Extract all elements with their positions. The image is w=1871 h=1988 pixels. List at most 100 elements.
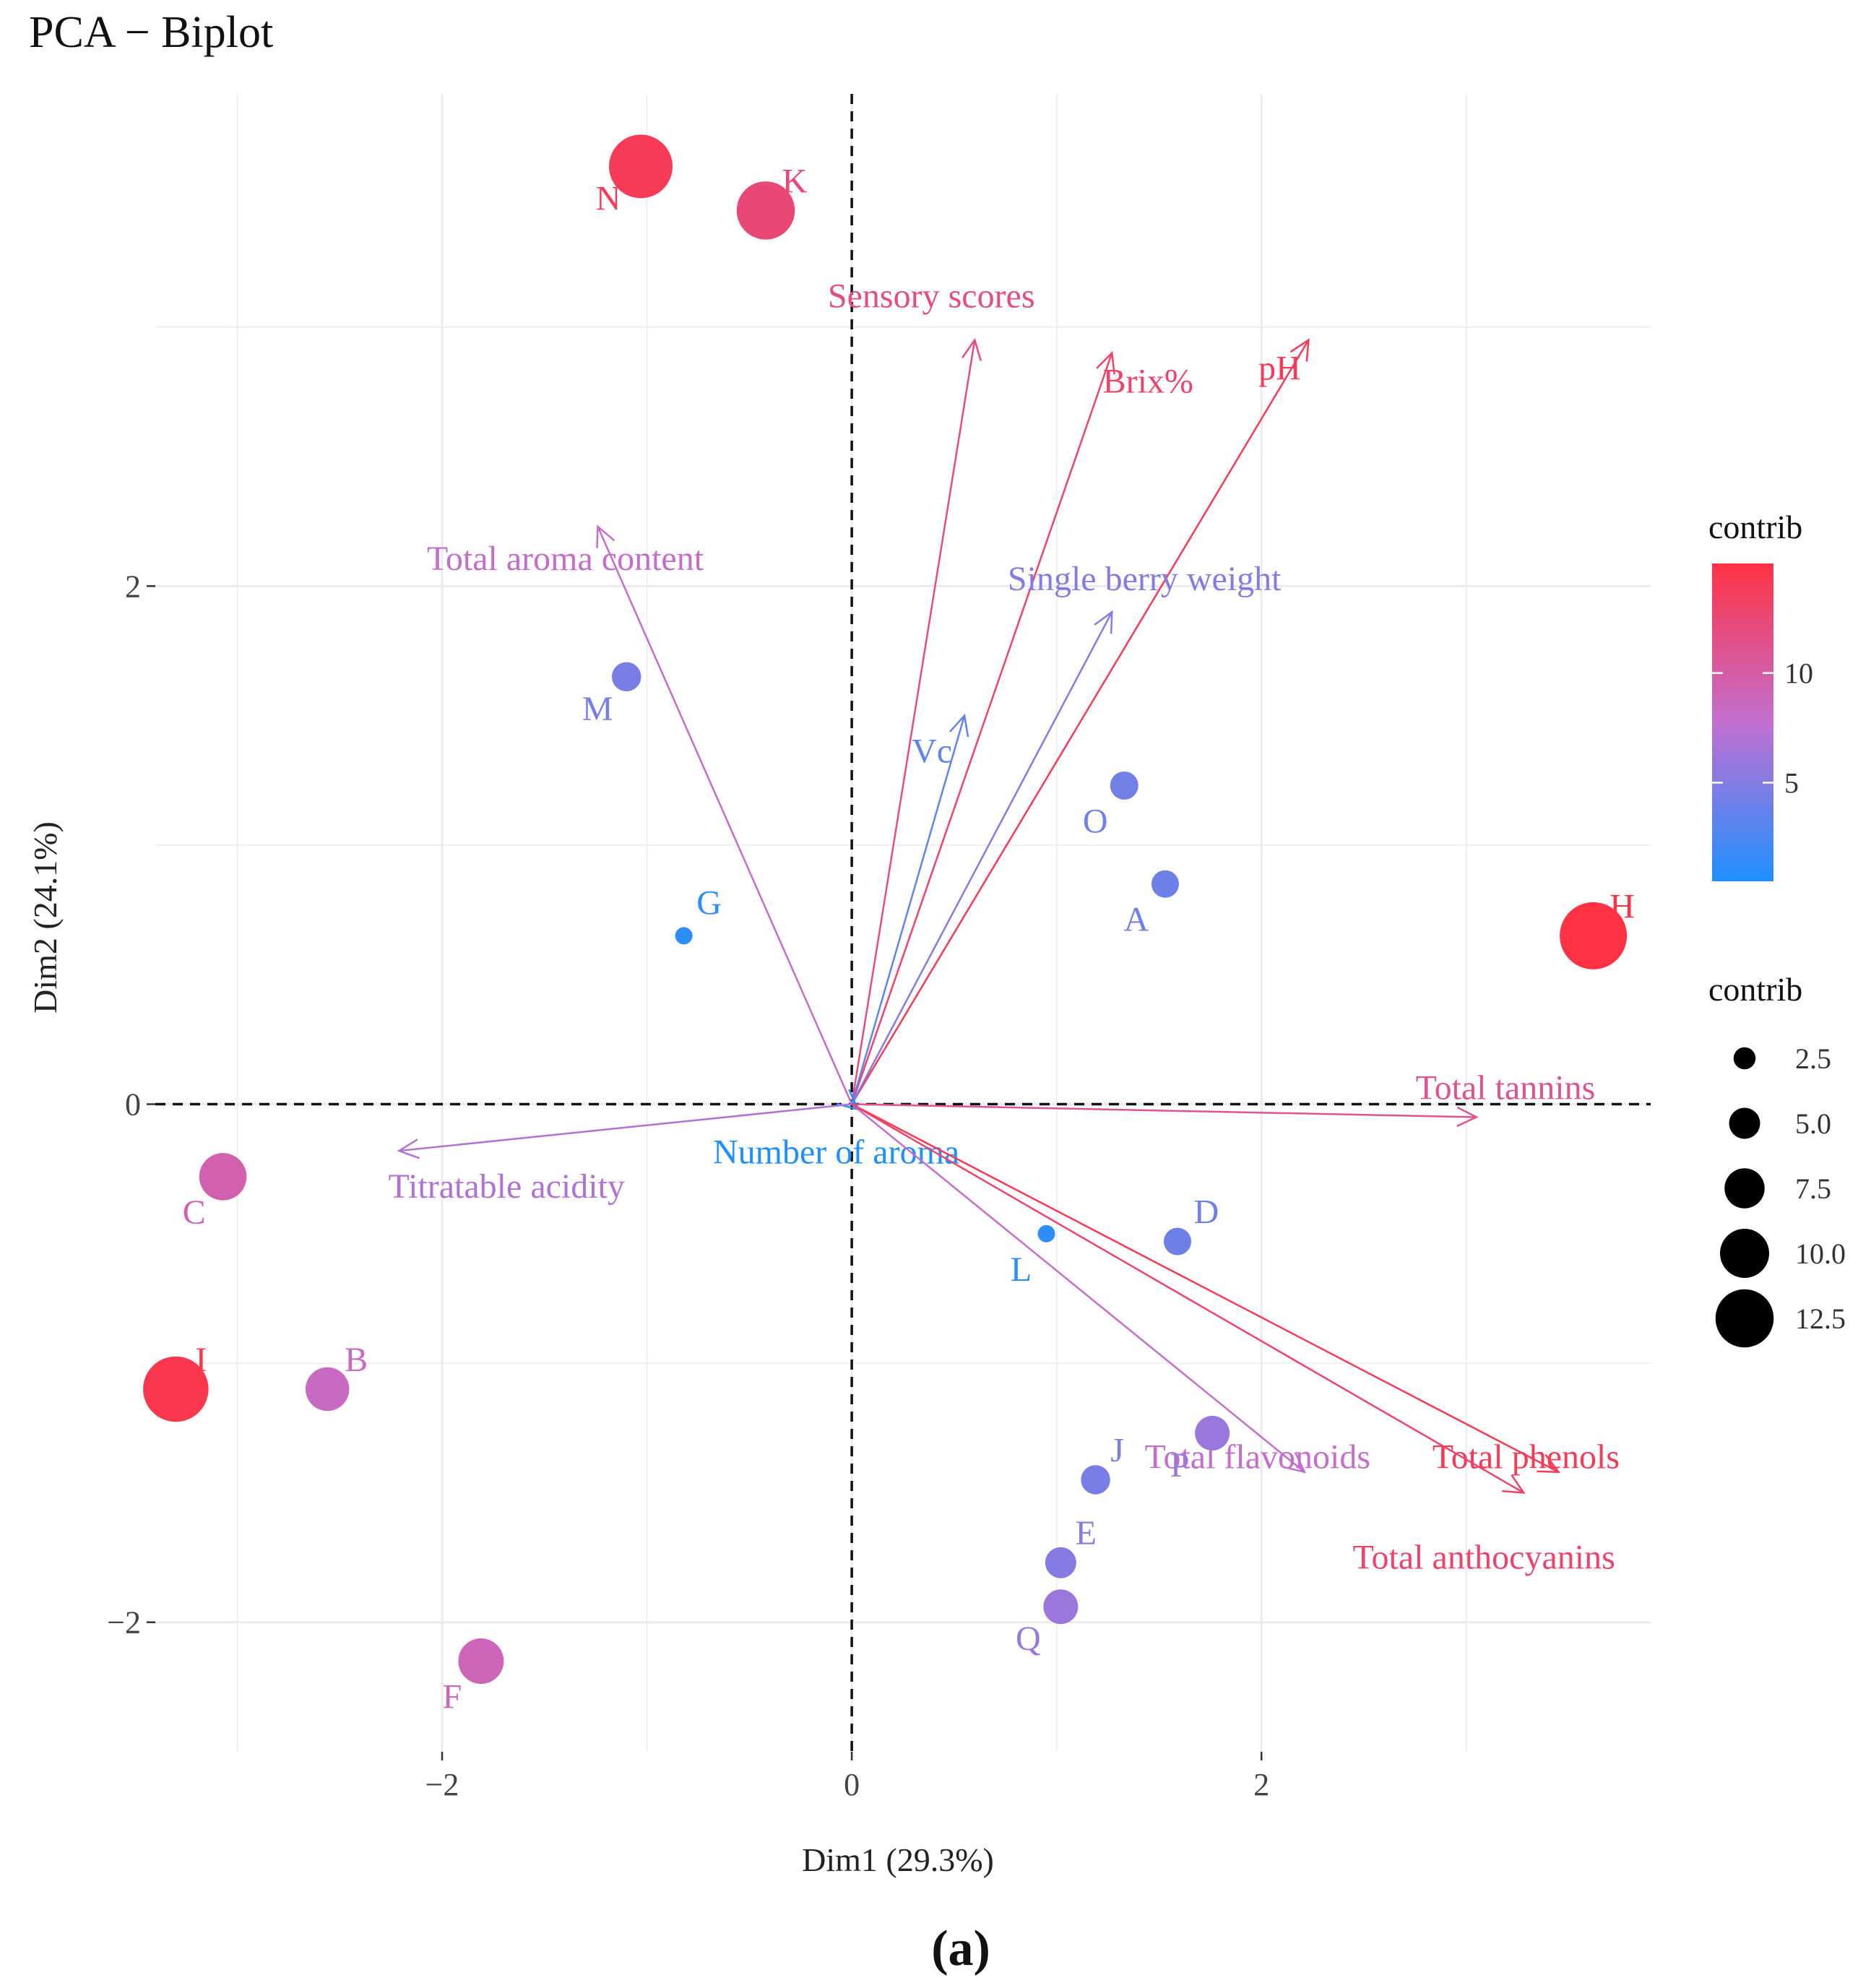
variable-arrowhead (397, 1138, 420, 1159)
individual-point (458, 1638, 504, 1684)
variable-label: pH (1258, 350, 1301, 388)
individual-point (1163, 1227, 1191, 1256)
variable-label: Titratable acidity (388, 1167, 625, 1206)
size-legend-title: contrib (1708, 971, 1802, 1008)
individual-point (1110, 771, 1138, 800)
variable-arrow (851, 1103, 1559, 1473)
variable-label: Total flavonoids (1144, 1438, 1370, 1477)
size-legend-items: 2.5 5.0 7.5 10.0 12.5 (1715, 1042, 1846, 1348)
individual-label: C (183, 1193, 206, 1232)
individual-label: I (195, 1341, 207, 1379)
variable-arrow (850, 715, 966, 1105)
variable-arrowhead (1289, 338, 1310, 362)
variable-label: Sensory scores (828, 277, 1035, 316)
size-legend-dot (1729, 1107, 1760, 1139)
individual-point (609, 134, 673, 199)
x-tick-label: 0 (844, 1767, 860, 1802)
individual-point (1037, 1224, 1055, 1242)
size-legend-label: 2.5 (1795, 1042, 1831, 1075)
variable-arrow (850, 340, 976, 1105)
size-legend-dot (1733, 1047, 1756, 1070)
variable-arrow (597, 526, 853, 1105)
axis-ticks: −2 0 2 −2 0 2 (107, 569, 1269, 1802)
variable-arrowhead (1456, 1106, 1479, 1128)
variable-arrowhead (962, 337, 982, 361)
variable-arrow (852, 1103, 1477, 1118)
variable-arrow (851, 1103, 1524, 1494)
variable-label: Brix% (1103, 363, 1193, 401)
individual-label: A (1124, 901, 1149, 939)
x-tick-label: 2 (1253, 1767, 1269, 1802)
individual-point (1043, 1589, 1079, 1625)
individual-label: G (696, 883, 722, 922)
individual-label: P (1170, 1446, 1190, 1484)
size-legend-label: 12.5 (1795, 1302, 1846, 1335)
variable-arrowhead (1096, 350, 1115, 375)
individual-label: D (1194, 1193, 1219, 1232)
variable-arrowhead (1283, 1452, 1307, 1474)
individual-label: K (782, 162, 808, 200)
variable-label: Total anthocyanins (1353, 1538, 1615, 1576)
individual-point (199, 1153, 247, 1201)
individual-label: J (1110, 1431, 1124, 1469)
variable-arrowhead (1094, 610, 1113, 634)
size-legend-label: 5.0 (1795, 1107, 1831, 1140)
variable-arrow (851, 340, 1310, 1105)
color-bar (1712, 563, 1773, 881)
grid-lines (155, 94, 1651, 1752)
individual-point (611, 662, 641, 692)
variable-label: Total aroma content (427, 540, 704, 578)
legend: contrib 5 10 contrib 2.5 5.0 7.5 10.0 12.5 (1708, 509, 1846, 1348)
variable-arrowhead (1502, 1474, 1526, 1494)
variable-label: Single berry weight (1008, 560, 1282, 598)
variable-arrow (851, 1103, 1305, 1473)
individual-point (1560, 902, 1628, 969)
variable-arrows: Sensory scores Brix% pH Total aroma content… (388, 277, 1620, 1577)
individual-label: N (596, 179, 621, 217)
x-axis-label: Dim1 (29.3%) (802, 1841, 994, 1878)
individual-point (305, 1367, 350, 1412)
variable-arrow (399, 1103, 852, 1152)
individual-label: E (1076, 1514, 1097, 1552)
individual-label: H (1609, 887, 1635, 925)
reference-lines (155, 94, 1651, 1752)
individual-point (1195, 1415, 1230, 1451)
individual-point (1045, 1547, 1076, 1578)
chart-title: PCA − Biplot (29, 8, 273, 57)
size-legend-label: 7.5 (1795, 1172, 1831, 1205)
individual-point (1151, 870, 1179, 898)
individual-points: N K M G O A H C L D I B P J E Q F (143, 134, 1635, 1716)
individual-label: B (345, 1341, 368, 1379)
color-bar-ticks: 5 10 (1712, 657, 1813, 799)
individual-label: O (1083, 802, 1108, 840)
individual-point (1081, 1465, 1110, 1495)
individual-label: F (443, 1677, 462, 1716)
y-axis-label: Dim2 (24.1%) (27, 821, 64, 1014)
color-legend-title: contrib (1708, 509, 1802, 545)
individual-label: M (582, 690, 613, 728)
x-tick-label: −2 (425, 1767, 459, 1802)
variable-label: Vc (912, 732, 952, 771)
variable-arrowhead (596, 524, 615, 548)
individual-label: Q (1016, 1620, 1041, 1658)
individual-point (143, 1356, 209, 1422)
individual-label: L (1011, 1250, 1032, 1289)
size-legend-dot (1715, 1289, 1774, 1348)
size-legend-dot (1724, 1168, 1765, 1209)
size-legend-dot (1720, 1229, 1769, 1278)
color-bar-tick-label: 5 (1784, 766, 1799, 799)
variable-label: Total tannins (1416, 1068, 1596, 1107)
y-tick-label: −2 (107, 1605, 141, 1641)
color-bar-tick-label: 10 (1784, 657, 1813, 690)
individual-point (675, 927, 693, 945)
variable-arrowhead (949, 713, 969, 738)
variable-arrow (851, 611, 1113, 1105)
variable-label: Number of aroma (713, 1133, 959, 1172)
y-tick-label: 0 (125, 1087, 141, 1123)
individual-point (736, 181, 795, 240)
figure-caption: (a) (931, 1921, 990, 1976)
variable-arrow (850, 353, 1113, 1105)
variable-arrowhead (1537, 1453, 1560, 1474)
y-tick-label: 2 (125, 569, 141, 604)
